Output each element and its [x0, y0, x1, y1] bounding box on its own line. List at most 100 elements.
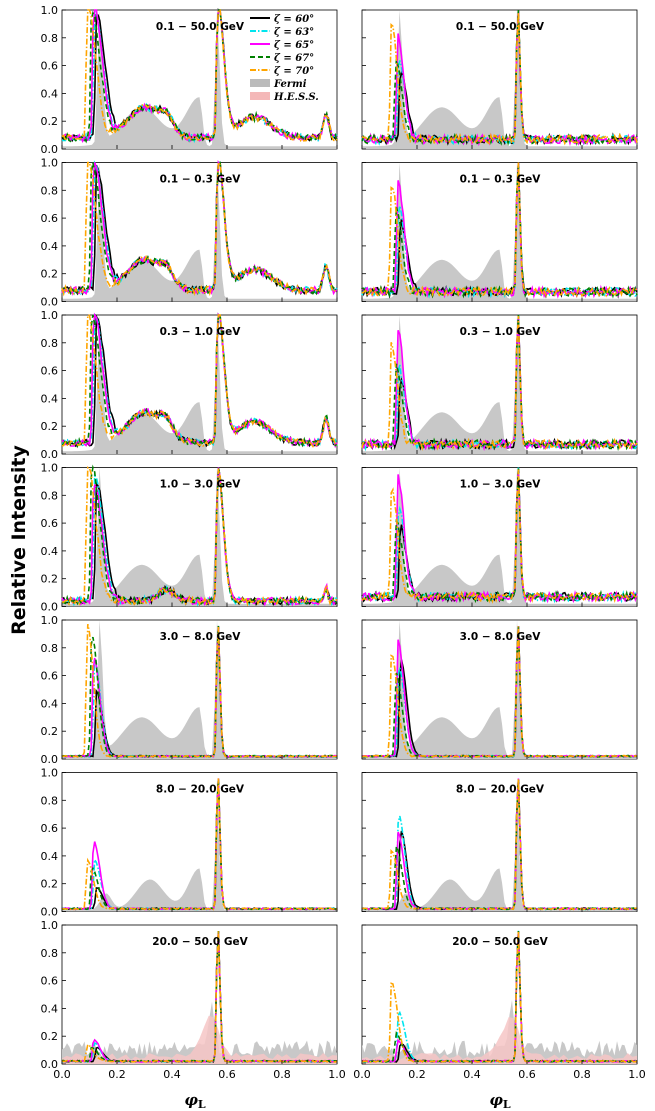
y-tick-label: 0.2: [41, 420, 59, 433]
series-z67: [61, 464, 338, 607]
y-tick-label: 0.8: [41, 794, 59, 807]
panel-5-left: 3.0 − 8.0 GeV 0.0 0.2 0.4 0.6 0.8 1.0: [41, 614, 338, 766]
y-tick-label: 0.4: [41, 240, 59, 253]
x-tick-label: 0.8: [273, 1068, 291, 1081]
y-tick-label: 0.6: [41, 670, 59, 683]
energy-band-label: 0.3 − 1.0 GeV: [460, 326, 542, 338]
y-tick-label: 0.8: [41, 32, 59, 45]
panel-2-right: 0.1 − 0.3 GeV: [361, 162, 638, 302]
legend-swatch-fermi: [250, 79, 270, 87]
series-z67: [361, 9, 638, 146]
fermi-profile: [62, 620, 337, 759]
fermi-profile: [62, 1001, 337, 1064]
series-z67: [61, 314, 338, 449]
panel-3-left: 0.3 − 1.0 GeV 0.0 0.2 0.4 0.6 0.8 1.0: [41, 309, 338, 461]
fermi-profile: [362, 315, 637, 454]
series-z70: [62, 778, 338, 911]
series-z70: [361, 316, 638, 452]
panel-4-left: 1.0 − 3.0 GeV 0.0 0.2 0.4 0.6 0.8 1.0: [41, 462, 338, 614]
fermi-profile: [362, 10, 637, 149]
series-z70: [361, 626, 638, 758]
y-tick-label: 0.8: [41, 337, 59, 350]
legend-swatch-hess: [250, 92, 270, 100]
y-tick-label: 0.8: [41, 184, 59, 197]
hess-profile: [362, 1017, 637, 1064]
y-tick-label: 0.8: [41, 489, 59, 502]
fermi-profile: [62, 162, 337, 302]
y-tick-label: 0.2: [41, 268, 59, 281]
panel-7-right: 20.0 − 50.0 GeV 0.0 0.2 0.4 0.6 0.8 1.0: [353, 924, 646, 1081]
x-tick-label: 0.6: [518, 1068, 536, 1081]
x-tick-label: 0.2: [408, 1068, 426, 1081]
series-z67: [61, 9, 338, 144]
energy-band-label: 3.0 − 8.0 GeV: [460, 631, 542, 643]
y-tick-label: 0.0: [41, 1058, 59, 1071]
x-tick-label: 0.6: [218, 1068, 236, 1081]
y-tick-label: 0.0: [41, 143, 59, 156]
series-z65: [61, 9, 338, 143]
x-axis-label-left: φL: [184, 1091, 206, 1111]
y-axis-label: Relative Intensity: [8, 445, 30, 635]
legend-label-z65: ζ = 65°: [274, 40, 314, 51]
x-tick-label: 0.8: [573, 1068, 591, 1081]
legend-label-hess: H.E.S.S.: [273, 92, 319, 103]
panel-5-right: 3.0 − 8.0 GeV: [361, 619, 638, 760]
series-z70: [361, 12, 638, 147]
y-tick-label: 0.4: [41, 1002, 59, 1015]
energy-band-label: 20.0 − 50.0 GeV: [152, 936, 248, 948]
y-tick-label: 1.0: [41, 919, 59, 932]
x-tick-label: 0.4: [163, 1068, 181, 1081]
panel-2-left: 0.1 − 0.3 GeV 0.0 0.2 0.4 0.6 0.8 1.0: [41, 157, 338, 309]
series-z70: [61, 466, 338, 607]
series-z70: [61, 160, 337, 297]
series-z70: [61, 623, 338, 758]
y-tick-label: 0.2: [41, 115, 59, 128]
x-axis-label-left-sub: L: [198, 1098, 206, 1111]
x-tick-label: 1.0: [328, 1068, 346, 1081]
y-tick-label: 0.6: [41, 822, 59, 835]
series-z67: [361, 163, 638, 300]
y-tick-label: 0.2: [41, 878, 59, 891]
x-axis-label-right-sub: L: [503, 1098, 511, 1111]
x-axis-label-right-main: φ: [489, 1091, 503, 1109]
series-z67: [361, 314, 638, 452]
y-tick-label: 0.0: [41, 296, 59, 309]
series-z70: [61, 9, 338, 143]
y-tick-label: 0.6: [41, 60, 59, 73]
y-tick-label: 0.0: [41, 448, 59, 461]
series-z70: [61, 931, 338, 1063]
energy-band-label: 0.1 − 0.3 GeV: [460, 174, 542, 186]
x-tick-label: 1.0: [628, 1068, 646, 1081]
y-tick-label: 1.0: [41, 462, 59, 475]
series-z70: [361, 779, 638, 911]
panel-3-right: 0.3 − 1.0 GeV: [361, 314, 638, 455]
fermi-profile: [62, 780, 337, 912]
y-tick-label: 0.2: [41, 1030, 59, 1043]
series-z70: [361, 162, 638, 298]
y-tick-label: 0.6: [41, 365, 59, 378]
legend-label-z60: ζ = 60°: [274, 14, 314, 25]
y-tick-label: 0.4: [41, 697, 59, 710]
svg-text:φL: φL: [489, 1091, 511, 1111]
legend: ζ = 60° ζ = 63° ζ = 65° ζ = 67° ζ = 70° Fermi…: [250, 14, 319, 103]
series-z67: [361, 779, 638, 911]
y-tick-label: 1.0: [41, 614, 59, 627]
y-tick-label: 0.4: [41, 392, 59, 405]
series-z63: [61, 467, 338, 607]
fermi-profile: [362, 467, 637, 607]
x-axis-label-left-main: φ: [184, 1091, 198, 1109]
y-tick-label: 0.8: [41, 947, 59, 960]
y-tick-label: 0.8: [41, 642, 59, 655]
energy-band-label: 1.0 − 3.0 GeV: [460, 479, 542, 491]
y-tick-label: 1.0: [41, 767, 59, 780]
energy-band-label: 8.0 − 20.0 GeV: [156, 784, 245, 796]
fermi-profile: [362, 162, 637, 302]
y-tick-label: 0.0: [41, 601, 59, 614]
y-tick-label: 0.6: [41, 517, 59, 530]
y-tick-label: 1.0: [41, 4, 59, 17]
energy-band-label: 20.0 − 50.0 GeV: [452, 936, 548, 948]
y-tick-label: 0.4: [41, 850, 59, 863]
